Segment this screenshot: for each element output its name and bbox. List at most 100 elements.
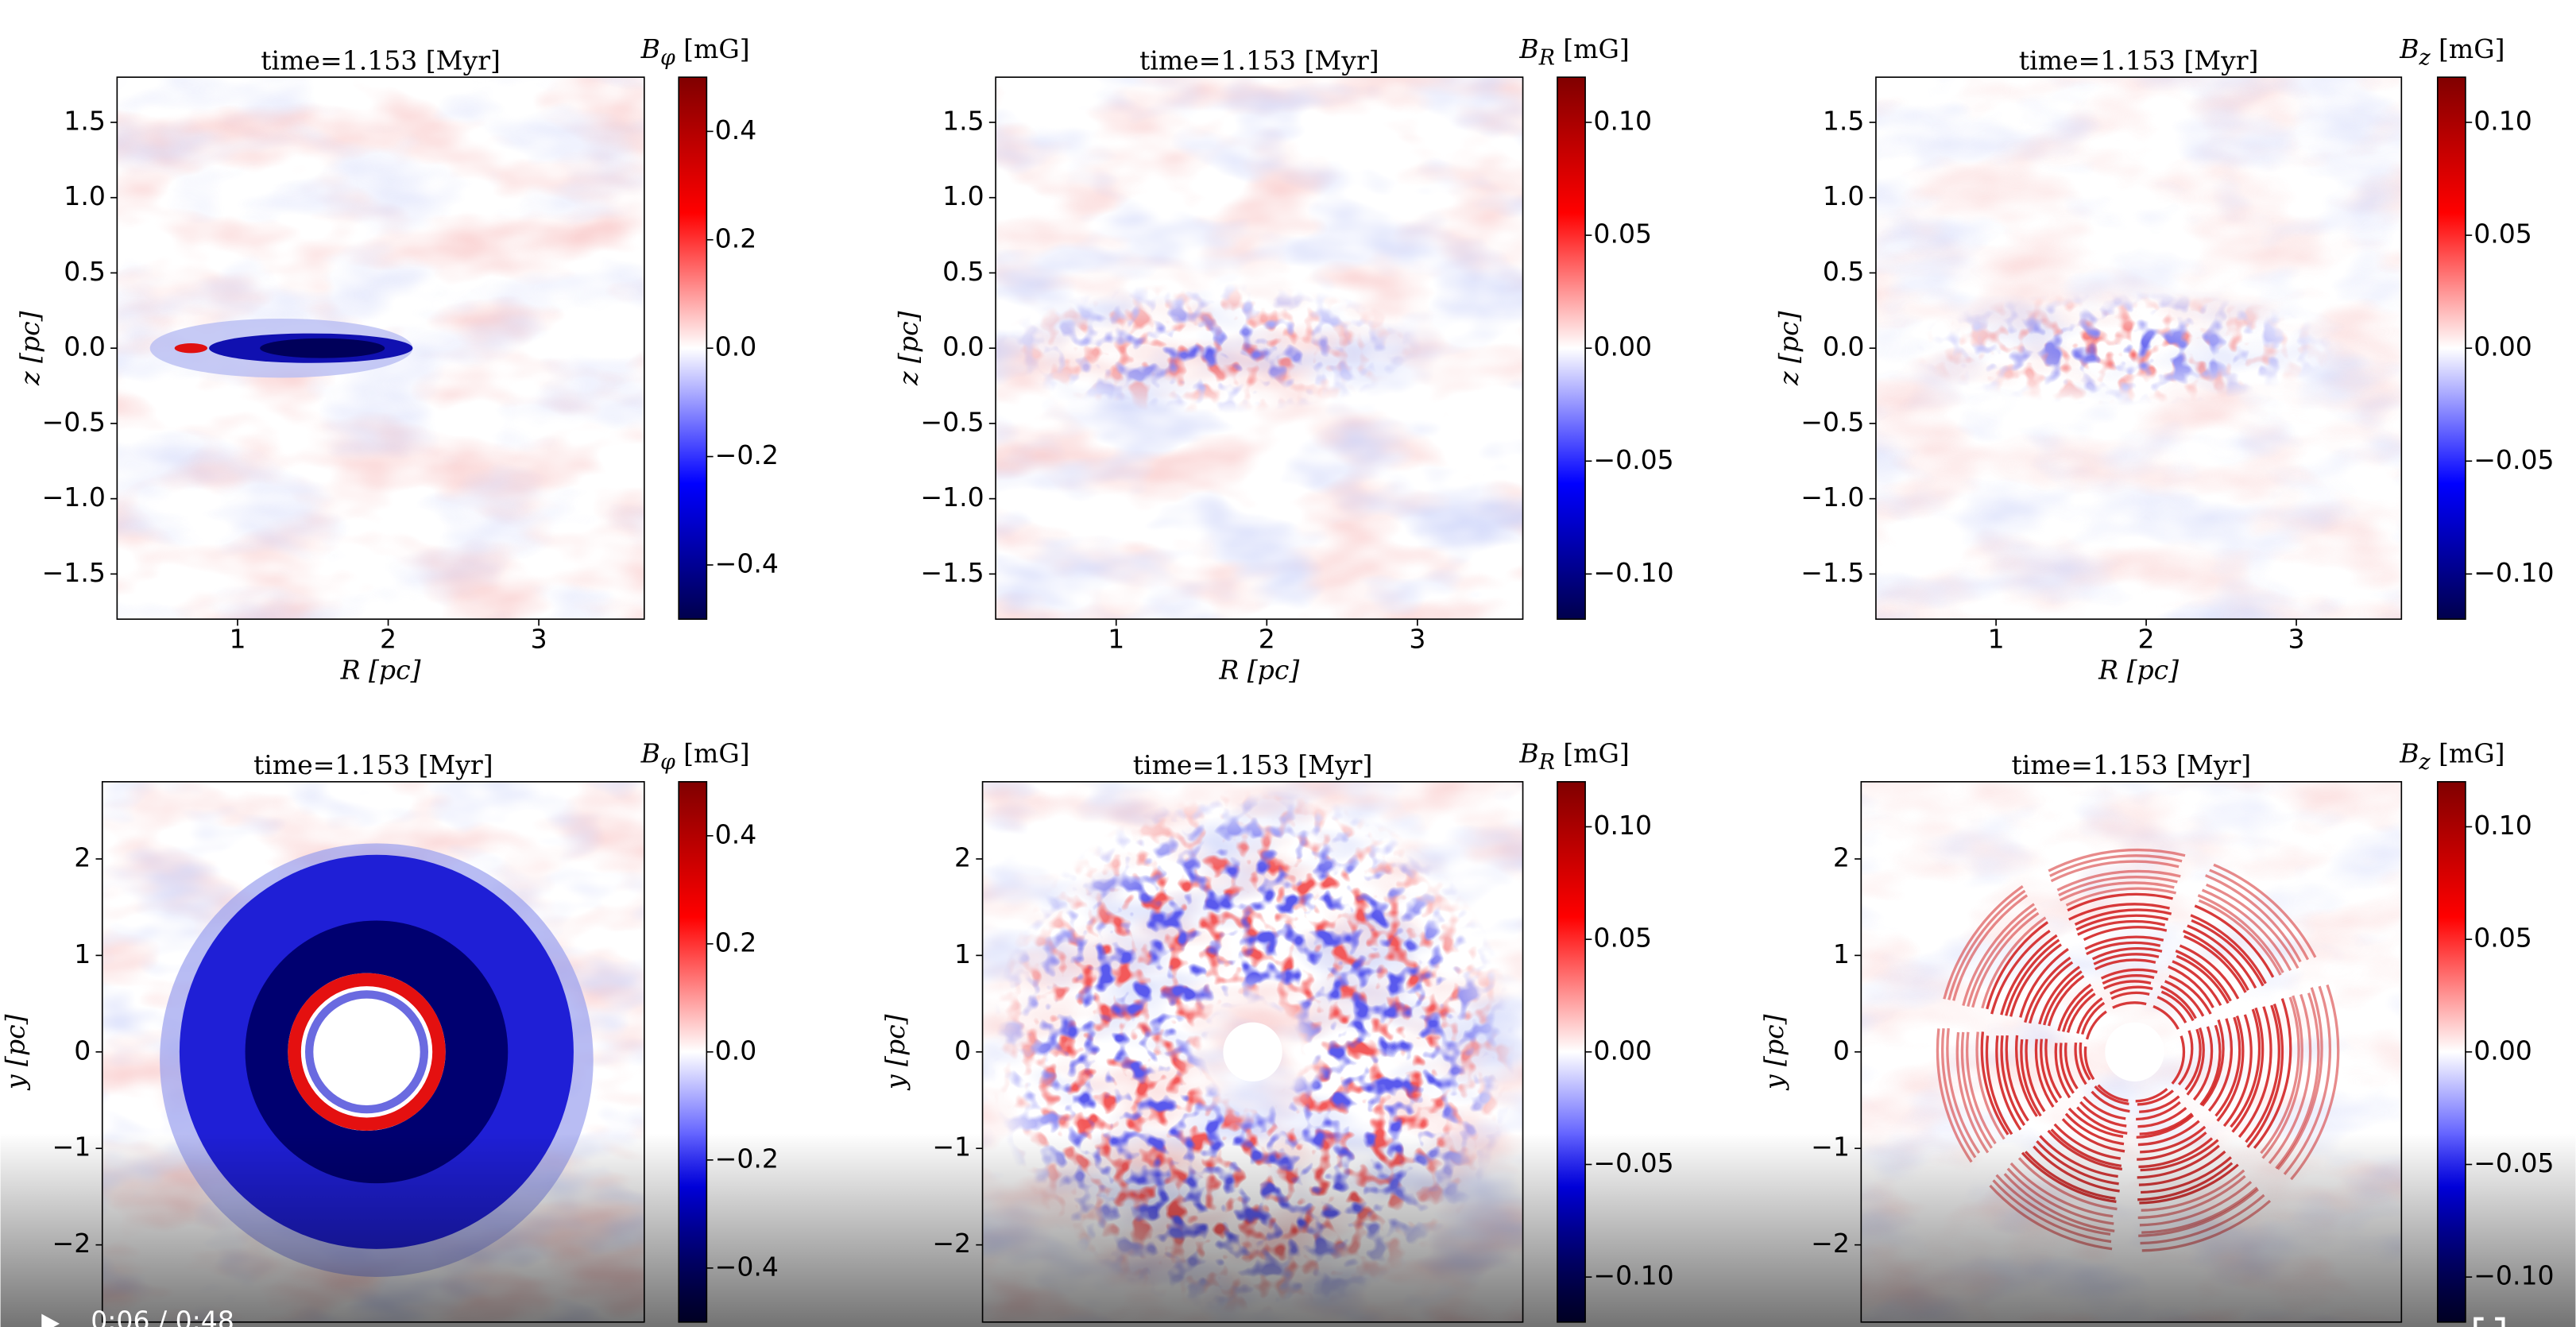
- x-axis-label: R [pc]: [2098, 654, 2179, 685]
- panel-title: time=1.153 [Myr]: [253, 749, 493, 780]
- player-time: 0:06 / 0:48: [91, 1305, 234, 1327]
- field-ring: [2064, 980, 2205, 1121]
- colorbar-tick-label: 0.0: [715, 331, 757, 362]
- fullscreen-button[interactable]: [2474, 1317, 2505, 1327]
- colorbar-label: BR [mG]: [1518, 738, 1629, 775]
- y-axis-label: y [pc]: [0, 1014, 30, 1091]
- colorbar-label: BR [mG]: [1518, 33, 1629, 70]
- colorbar-unit: [mG]: [1563, 738, 1630, 769]
- colorbar-tick-label: 0.05: [2474, 219, 2532, 250]
- colorbar-unit: [mG]: [683, 33, 750, 64]
- field-ring: [2054, 968, 2222, 1135]
- field-core: [996, 282, 1423, 414]
- panel-title: time=1.153 [Myr]: [1139, 45, 1379, 76]
- y-tick-label: 0: [1833, 1035, 1850, 1066]
- colorbar-tick-label: 0.4: [715, 114, 757, 145]
- colorbar-tick-label: −0.05: [2474, 444, 2554, 475]
- panel-title: time=1.153 [Myr]: [2011, 749, 2251, 780]
- y-tick-label: −0.5: [1800, 406, 1864, 437]
- colorbar-tick-label: 0.05: [1593, 923, 1652, 954]
- colorbar-subscript: R: [1538, 45, 1555, 70]
- y-tick-label: 1.0: [1823, 180, 1865, 211]
- heatmap: [1875, 77, 2402, 620]
- field-ring: [1980, 892, 2292, 1205]
- y-tick-label: 0: [74, 1035, 91, 1066]
- field-core: [1909, 290, 2336, 406]
- x-tick-label: 1: [229, 624, 246, 655]
- y-tick-label: −1.5: [42, 557, 106, 588]
- colorbar-tick-label: 0.10: [2474, 810, 2532, 841]
- field-ring: [2083, 1001, 2186, 1103]
- colorbar-symbol: B: [1518, 738, 1538, 769]
- colorbar-symbol: B: [2399, 738, 2419, 769]
- colorbar-tick-label: −0.4: [715, 547, 779, 578]
- colorbar-tick-label: −0.10: [2474, 557, 2554, 588]
- y-tick-label: 1: [74, 938, 91, 969]
- field-ring: [2059, 974, 2214, 1128]
- field-ring: [1985, 903, 2284, 1201]
- field-ring: [305, 990, 429, 1114]
- colorbar-tick-label: 0.00: [2474, 1035, 2532, 1066]
- panel-title: time=1.153 [Myr]: [261, 45, 501, 76]
- colorbar-label: Bφ [mG]: [640, 738, 750, 775]
- x-tick-label: 3: [2288, 624, 2305, 655]
- field-blob: [174, 342, 208, 354]
- field-ring: [2005, 919, 2265, 1179]
- y-tick-label: −1.5: [920, 557, 984, 588]
- colorbar-tick-label: −0.2: [715, 439, 779, 470]
- y-tick-label: 1: [1833, 938, 1850, 969]
- x-axis-label: R [pc]: [1218, 654, 1299, 685]
- colorbar-subscript: φ: [660, 750, 675, 775]
- y-tick-label: 0.0: [1823, 331, 1865, 362]
- y-tick-label: 1: [954, 938, 971, 969]
- x-tick-label: 3: [531, 624, 547, 655]
- play-button[interactable]: [41, 1313, 60, 1327]
- colorbar-unit: [mG]: [683, 738, 750, 769]
- y-tick-label: 2: [954, 841, 971, 872]
- field-ring: [2074, 985, 2202, 1113]
- field-ring: [2079, 991, 2194, 1106]
- y-tick-label: 1.5: [64, 105, 106, 136]
- field-hole: [2105, 1022, 2164, 1082]
- panel-title: time=1.153 [Myr]: [2019, 45, 2259, 76]
- colorbar-tick-label: 0.05: [1593, 219, 1652, 250]
- x-tick-label: 2: [380, 624, 396, 655]
- field-ring: [2014, 926, 2261, 1172]
- colorbar-tick-label: 0.10: [2474, 105, 2532, 136]
- y-tick-label: −1.5: [1800, 557, 1864, 588]
- field-ring: [1955, 869, 2320, 1234]
- heatmap: [117, 77, 644, 620]
- x-tick-label: 3: [1409, 624, 1425, 655]
- colorbar-tick-label: 0.2: [715, 927, 757, 958]
- colorbar-subscript: z: [2419, 750, 2431, 775]
- field-ring: [1960, 876, 2312, 1227]
- y-axis-label: y [pc]: [880, 1014, 911, 1091]
- y-tick-label: −1.0: [920, 482, 984, 513]
- colorbar-tick-label: 0.10: [1593, 810, 1652, 841]
- field-ring: [1975, 887, 2300, 1212]
- field-ring: [1965, 881, 2303, 1220]
- colorbar-label: Bφ [mG]: [640, 33, 750, 70]
- field-noise: [1909, 290, 2336, 406]
- x-axis-label: R [pc]: [340, 654, 421, 685]
- colorbar-label: Bz [mG]: [2399, 738, 2504, 775]
- field-ring: [2020, 935, 2253, 1169]
- y-axis-label: z [pc]: [1773, 311, 1804, 385]
- colorbar-symbol: B: [2399, 33, 2419, 64]
- y-axis-label: z [pc]: [14, 311, 45, 385]
- heatmap: [996, 77, 1523, 620]
- colorbar-tick-label: 0.4: [715, 818, 757, 849]
- field-ring: [2039, 953, 2234, 1147]
- field-hole: [1223, 1022, 1282, 1082]
- field-ring: [1940, 854, 2332, 1245]
- colorbar-tick-label: −0.05: [1593, 444, 1673, 475]
- y-axis-label: y [pc]: [1758, 1014, 1789, 1091]
- colorbar-tick-label: 0.00: [1593, 1035, 1652, 1066]
- y-tick-label: 2: [74, 841, 91, 872]
- colorbar-unit: [mG]: [1563, 33, 1630, 64]
- colorbar-subscript: z: [2419, 45, 2431, 70]
- colorbar-unit: [mG]: [2439, 33, 2505, 64]
- y-tick-label: 0.0: [942, 331, 984, 362]
- y-axis-label: z [pc]: [893, 311, 924, 385]
